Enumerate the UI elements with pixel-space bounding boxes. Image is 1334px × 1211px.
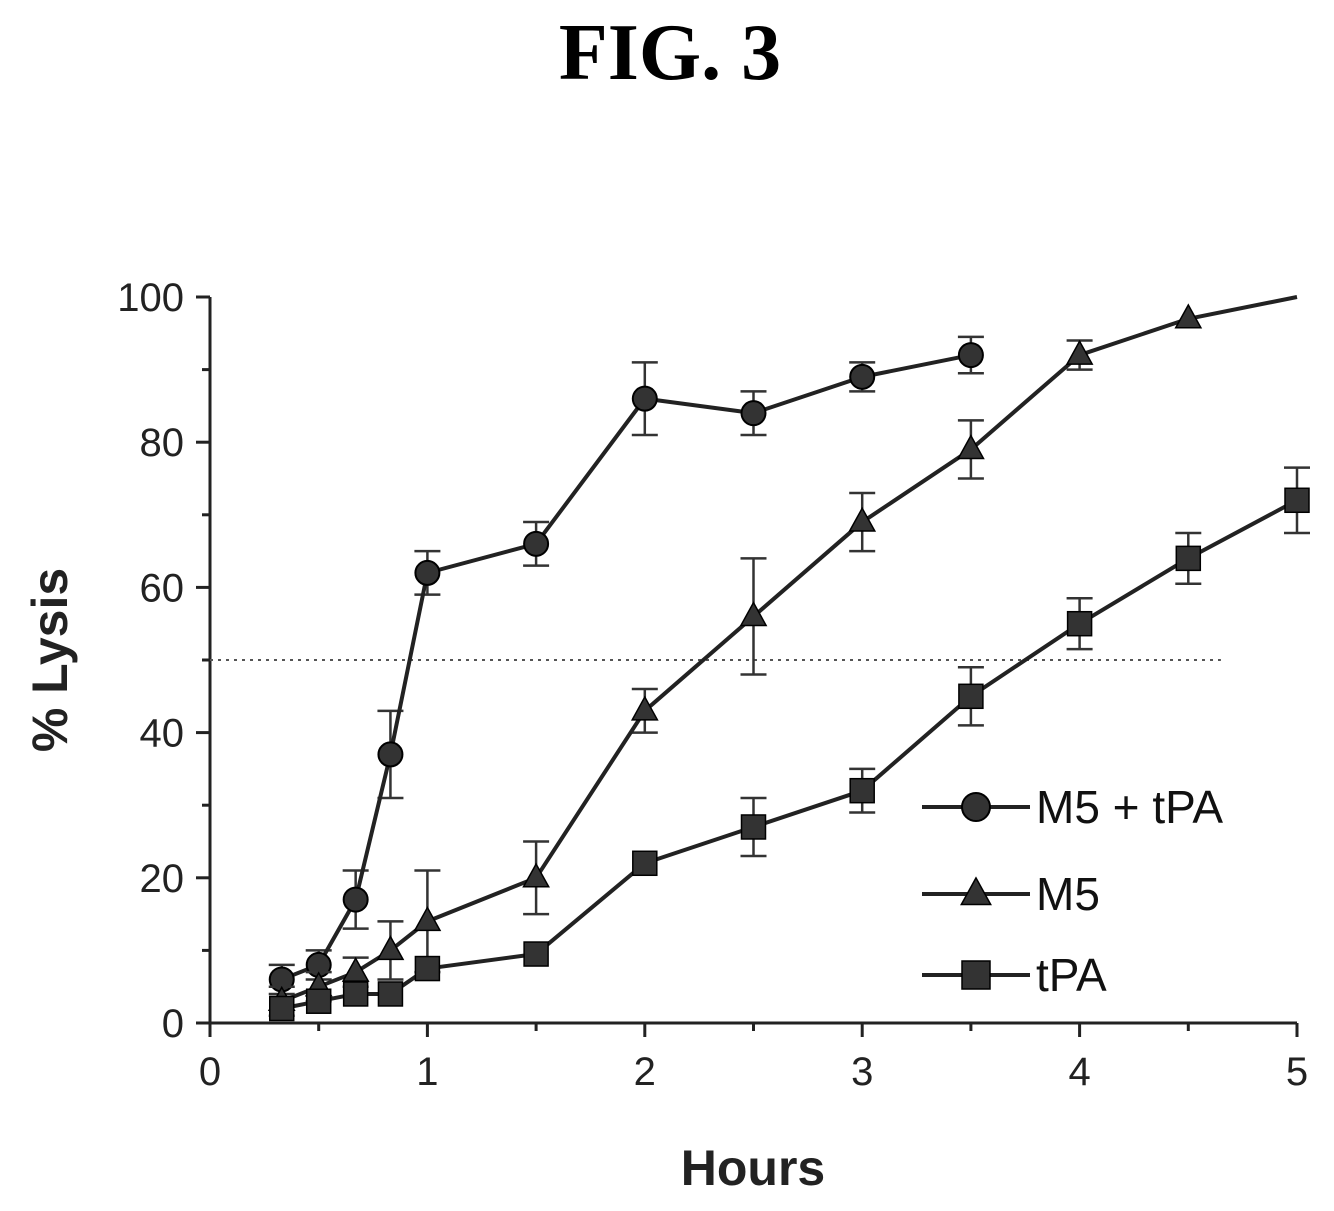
series-m5-tpa (268, 335, 984, 996)
x-tick-label: 4 (1068, 1050, 1090, 1094)
y-tick-label: 80 (140, 421, 185, 465)
x-tick-label: 5 (1286, 1050, 1308, 1094)
y-axis-title: % Lysis (22, 568, 78, 752)
legend-label: M5 (1036, 868, 1100, 920)
data-point (740, 814, 767, 840)
data-point (342, 981, 369, 1007)
y-tick-label: 0 (162, 1002, 184, 1046)
y-tick-label: 60 (140, 566, 185, 610)
legend-label: tPA (1036, 949, 1107, 1001)
data-point (957, 342, 984, 369)
x-axis-title: Hours (681, 1140, 825, 1196)
data-point (377, 981, 404, 1007)
data-point (413, 906, 442, 932)
data-point (849, 777, 875, 804)
data-point (631, 385, 658, 412)
series-m5 (267, 295, 1298, 1017)
data-point (630, 695, 659, 721)
data-point (268, 995, 295, 1022)
data-point (1175, 545, 1202, 572)
data-point (377, 741, 404, 768)
x-tick-label: 0 (199, 1050, 221, 1094)
legend-marker (961, 792, 991, 822)
data-point (522, 862, 550, 888)
data-point (342, 886, 369, 913)
plot-area (267, 295, 1310, 1022)
x-tick-label: 2 (634, 1050, 656, 1094)
series-line (281, 353, 972, 982)
x-tick-label: 1 (416, 1050, 438, 1094)
data-point (849, 363, 876, 390)
data-point (376, 935, 405, 961)
y-tick-label: 20 (140, 857, 185, 901)
data-point (1065, 339, 1094, 365)
data-point (305, 988, 332, 1014)
y-tick-label: 40 (140, 712, 185, 756)
data-point (1284, 487, 1310, 514)
figure-title: FIG. 3 (558, 9, 782, 97)
data-point (632, 850, 658, 877)
legend-marker (960, 876, 992, 906)
legend: M5 + tPA M5 tPA (922, 781, 1223, 1001)
x-tick-label: 3 (851, 1050, 873, 1094)
data-point (958, 683, 984, 710)
data-point (740, 400, 767, 427)
data-point (957, 434, 985, 460)
series-tpa (268, 466, 1310, 1022)
data-point (414, 955, 441, 982)
data-point (523, 941, 549, 967)
legend-marker (961, 960, 991, 990)
axes: 0 20 40 60 80 100 0 1 2 3 4 5 (117, 276, 1308, 1094)
data-point (341, 956, 370, 982)
legend-label: M5 + tPA (1036, 781, 1223, 833)
data-point (848, 506, 877, 532)
data-point (1066, 610, 1093, 637)
data-point (739, 601, 768, 627)
data-point (523, 530, 550, 557)
data-point (414, 559, 441, 586)
data-point (1174, 303, 1203, 329)
y-tick-label: 100 (117, 276, 184, 320)
